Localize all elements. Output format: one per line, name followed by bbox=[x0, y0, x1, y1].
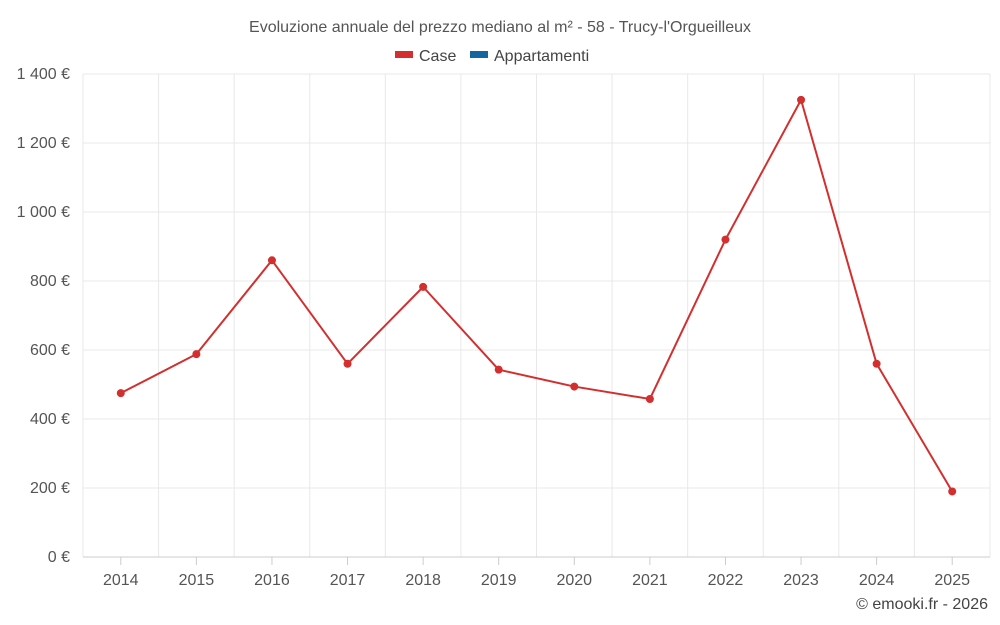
x-tick-label: 2025 bbox=[934, 572, 970, 589]
series-line-case bbox=[120, 98, 954, 492]
y-tick-label: 1 400 € bbox=[17, 66, 70, 83]
data-point-case-2025[interactable] bbox=[948, 487, 957, 496]
data-point-case-2018[interactable] bbox=[419, 282, 428, 291]
data-point-case-2016[interactable] bbox=[267, 256, 276, 265]
vertical-gridlines bbox=[82, 74, 991, 557]
x-tick-label: 2014 bbox=[103, 572, 139, 589]
x-tick-label: 2018 bbox=[405, 572, 441, 589]
data-point-case-2014[interactable] bbox=[116, 389, 125, 398]
y-axis-ticks: 0 € 200 € 400 € 600 € 800 € 1 000 € 1 200 € 1 4… bbox=[17, 66, 70, 566]
data-point-case-2020[interactable] bbox=[570, 382, 579, 391]
y-tick-label: 1 000 € bbox=[17, 204, 70, 221]
series-layer bbox=[116, 95, 957, 496]
data-point-case-2017[interactable] bbox=[343, 359, 352, 368]
x-tick-label: 2021 bbox=[632, 572, 668, 589]
credit-text: © emooki.fr - 2026 bbox=[856, 596, 988, 613]
data-point-case-2015[interactable] bbox=[192, 350, 201, 359]
chart-title: Evoluzione annuale del prezzo mediano al… bbox=[249, 19, 751, 36]
y-tick-label: 600 € bbox=[30, 342, 70, 359]
x-tick-label: 2023 bbox=[783, 572, 819, 589]
x-tick-label: 2017 bbox=[330, 572, 366, 589]
data-point-case-2019[interactable] bbox=[494, 365, 503, 374]
x-axis-ticks: 2014 2015 2016 2017 2018 2019 2020 2021 2022 2023… bbox=[103, 557, 970, 589]
y-tick-label: 0 € bbox=[48, 549, 70, 566]
x-tick-label: 2022 bbox=[708, 572, 744, 589]
legend-swatch-appartamenti bbox=[470, 51, 488, 58]
data-point-case-2021[interactable] bbox=[645, 394, 654, 403]
x-tick-label: 2019 bbox=[481, 572, 517, 589]
y-tick-label: 1 200 € bbox=[17, 135, 70, 152]
legend-swatch-case bbox=[395, 51, 413, 58]
data-point-case-2022[interactable] bbox=[721, 235, 730, 244]
y-tick-label: 200 € bbox=[30, 480, 70, 497]
y-tick-label: 400 € bbox=[30, 411, 70, 428]
legend-label-case: Case bbox=[419, 48, 456, 65]
legend-item-appartamenti[interactable]: Appartamenti bbox=[470, 48, 589, 65]
legend-label-appartamenti: Appartamenti bbox=[494, 48, 589, 65]
horizontal-gridlines bbox=[83, 73, 990, 558]
x-tick-label: 2020 bbox=[556, 572, 592, 589]
legend: Case Appartamenti bbox=[395, 48, 589, 65]
data-point-case-2023[interactable] bbox=[797, 95, 806, 104]
x-tick-label: 2024 bbox=[859, 572, 895, 589]
y-tick-label: 800 € bbox=[30, 273, 70, 290]
x-tick-label: 2016 bbox=[254, 572, 290, 589]
legend-item-case[interactable]: Case bbox=[395, 48, 456, 65]
x-tick-label: 2015 bbox=[179, 572, 215, 589]
data-point-case-2024[interactable] bbox=[872, 359, 881, 368]
